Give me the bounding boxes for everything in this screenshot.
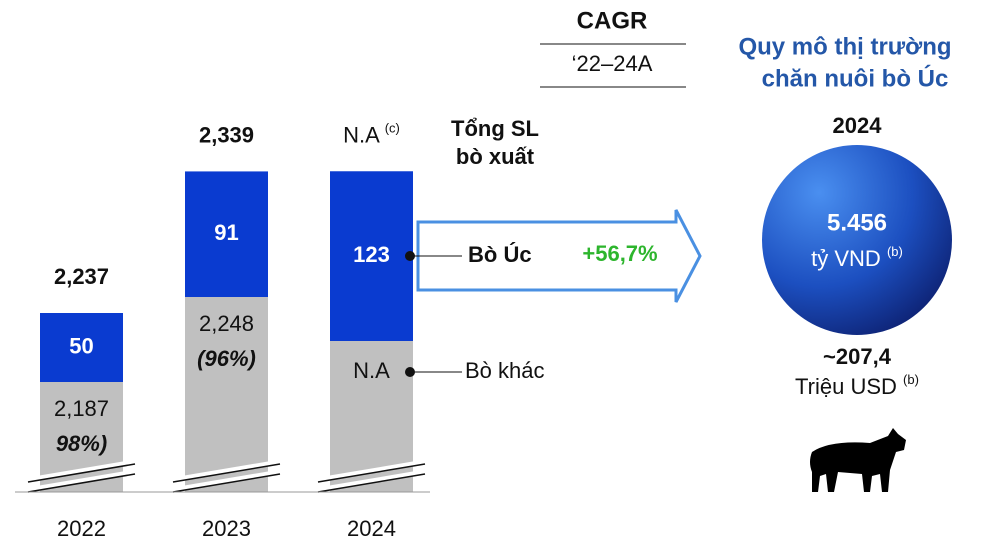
other-label: N.A <box>353 358 390 383</box>
axis-break <box>27 463 136 483</box>
market-year: 2024 <box>833 113 883 138</box>
note: (b) <box>887 244 903 259</box>
total-label: Tổng SL <box>451 116 539 141</box>
total: 2,237 <box>54 264 109 289</box>
year-label: 2024 <box>347 516 396 541</box>
note: (b) <box>903 372 919 387</box>
legend-australian: Bò Úc <box>468 242 532 267</box>
cagr-title: CAGR <box>577 7 648 34</box>
cagr-period: ‘22–24A <box>572 51 653 76</box>
market-title: chăn nuôi bò Úc <box>762 64 949 92</box>
market-title: Quy mô thị trường <box>738 33 951 60</box>
australian-label: 50 <box>69 333 93 358</box>
bar-australian <box>40 313 123 382</box>
unit: Triệu USD <box>795 374 897 399</box>
bar-australian <box>330 171 413 341</box>
other-label: 2,248 <box>199 311 254 336</box>
total-label: N.A (c) <box>343 121 400 147</box>
usd-value: ~207,4 <box>823 344 892 369</box>
total: N.A <box>343 122 380 147</box>
axis-break <box>172 459 281 483</box>
axis-break <box>172 463 281 483</box>
cow-icon <box>810 428 906 492</box>
usd-unit: Triệu USD (b) <box>795 372 919 398</box>
bars: 50 2,237 2,187 98%) 2022 91 2,339 2,248 (96%) 202… <box>27 121 426 541</box>
total: 2,339 <box>199 122 254 147</box>
axis-break <box>317 459 426 483</box>
bar-australian <box>185 171 268 297</box>
other-label: 2,187 <box>54 396 109 421</box>
total-label: 2,339 <box>199 122 254 147</box>
axis-break <box>317 473 426 493</box>
axis-break <box>172 473 281 493</box>
legend-other: Bò khác <box>465 358 545 383</box>
axis-break <box>317 463 426 483</box>
cagr-value: +56,7% <box>582 241 657 266</box>
unit: tỷ VND <box>811 246 881 271</box>
other-share: (96%) <box>197 346 256 371</box>
market-circle <box>762 145 952 335</box>
note: (c) <box>385 121 400 136</box>
other-share: 98%) <box>56 431 107 456</box>
australian-label: 123 <box>353 242 390 267</box>
year-label: 2022 <box>57 516 106 541</box>
axis-break <box>172 469 281 493</box>
axis-break <box>27 473 136 493</box>
axis-break <box>27 459 136 483</box>
total-label: 2,237 <box>54 264 109 289</box>
bar-other <box>185 297 268 492</box>
market-unit: tỷ VND (b) <box>811 244 903 270</box>
total-label: bò xuất <box>456 144 535 169</box>
year-label: 2023 <box>202 516 251 541</box>
market-value: 5.456 <box>827 209 887 236</box>
australian-label: 91 <box>214 220 238 245</box>
axis-break <box>317 469 426 493</box>
arrow <box>416 209 702 303</box>
axis-break <box>27 469 136 493</box>
